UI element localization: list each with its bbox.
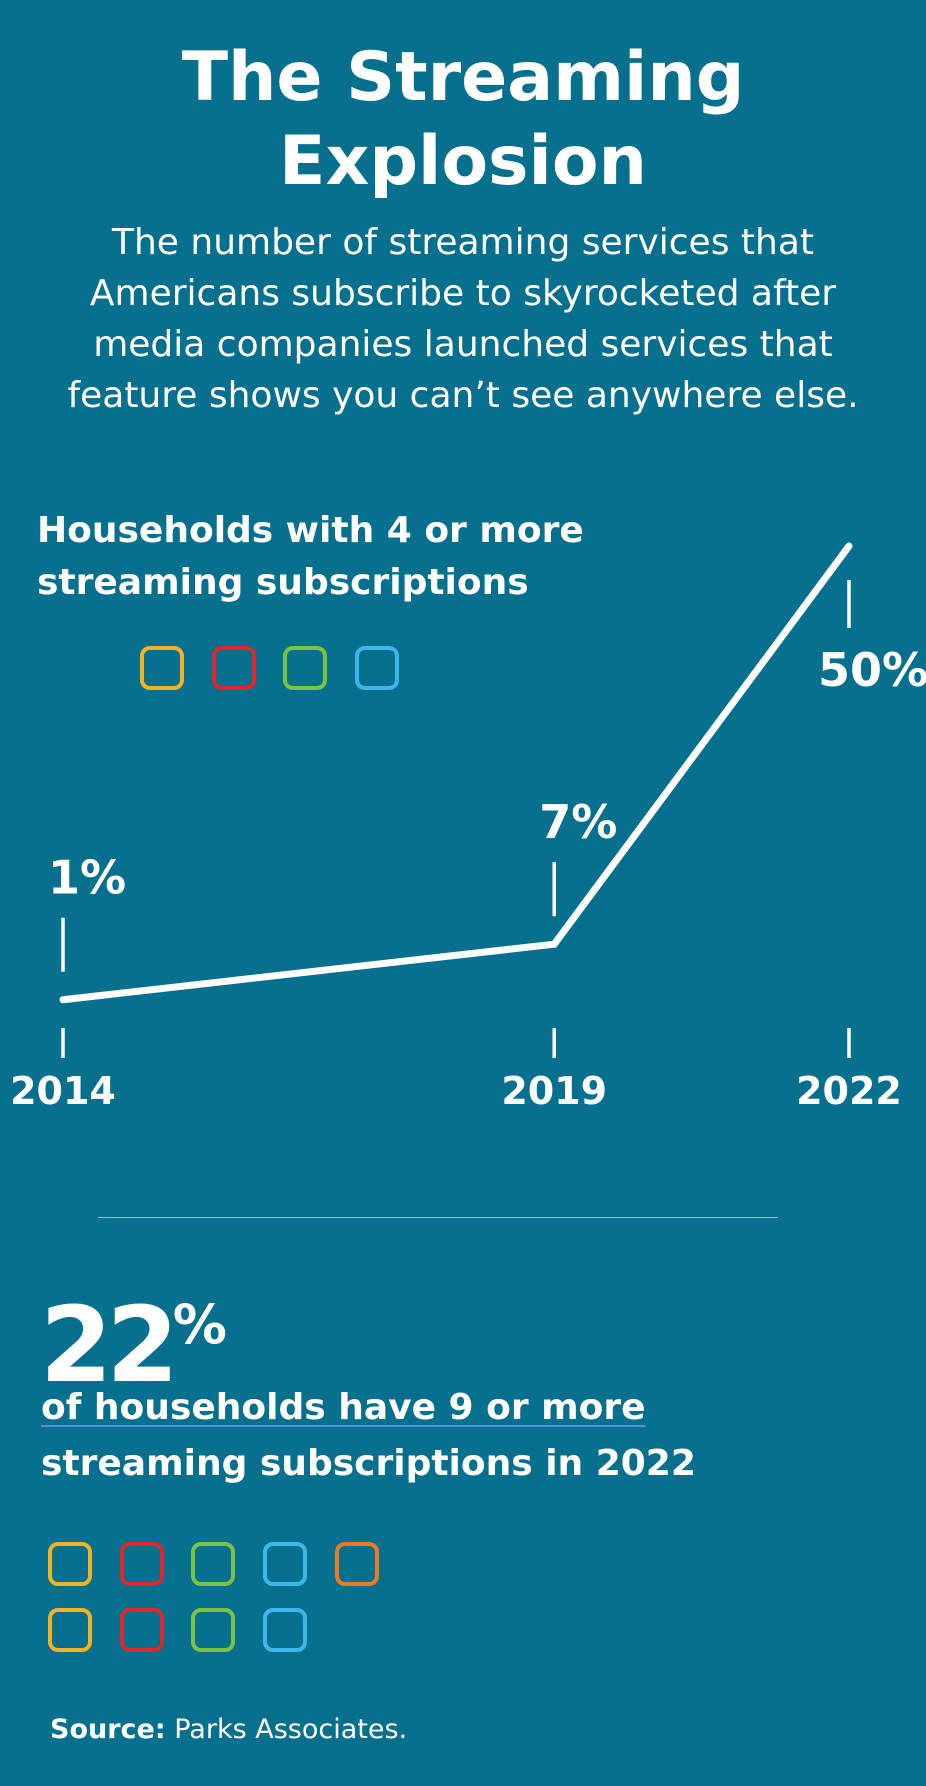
x-tick-label: 2014 [10,1069,116,1113]
subscription-box-icon [120,1542,164,1586]
chart-title-line-1: Households with 4 or more [37,510,584,551]
subtitle-line-4: feature shows you can’t see anywhere els… [67,375,859,416]
subscription-box-icon [48,1542,92,1586]
subscription-box-icon [191,1608,235,1652]
x-tick-label: 2019 [501,1069,607,1113]
stat-unit: % [172,1293,227,1356]
subtitle-line-3: media companies launched services that [93,324,833,365]
subscription-box-icon [140,646,184,690]
subscription-box-icon [263,1542,307,1586]
subscription-box-icon [48,1608,92,1652]
subscription-box-icon [212,646,256,690]
data-label: 1% [48,851,126,905]
stat-description: of households have 9 or more streaming s… [41,1380,696,1492]
series-line [59,542,853,1004]
stat-description-line-2: streaming subscriptions in 2022 [41,1443,696,1484]
stat-number: 22 [40,1284,179,1406]
subtitle-line-2: Americans subscribe to skyrocketed after [89,273,837,314]
source-label: Source: [50,1714,166,1745]
infographic-title: The Streaming Explosion [0,36,926,204]
subscription-box-icon [263,1608,307,1652]
subscription-box-icon [355,646,399,690]
x-tick-label: 2022 [796,1069,902,1113]
subscription-box-icon [335,1542,379,1586]
title-line-2: Explosion [279,122,647,201]
stat-description-line-1: of households have 9 or more [41,1387,646,1428]
subscription-box-icon [120,1608,164,1652]
chart-title-line-2: streaming subscriptions [37,562,529,603]
subscription-box-icon [283,646,327,690]
stat-value: 22% [40,1270,227,1400]
section-divider [98,1217,778,1218]
title-line-1: The Streaming [181,38,745,117]
subscription-box-icon [191,1542,235,1586]
infographic-subtitle: The number of streaming services that Am… [20,217,906,421]
subtitle-line-1: The number of streaming services that [111,222,815,263]
source-note: Source: Parks Associates. [50,1712,407,1748]
data-label: 50% [818,643,926,697]
chart-title: Households with 4 or more streaming subs… [37,505,584,609]
data-label: 7% [539,795,617,849]
source-text: Parks Associates. [165,1714,408,1745]
